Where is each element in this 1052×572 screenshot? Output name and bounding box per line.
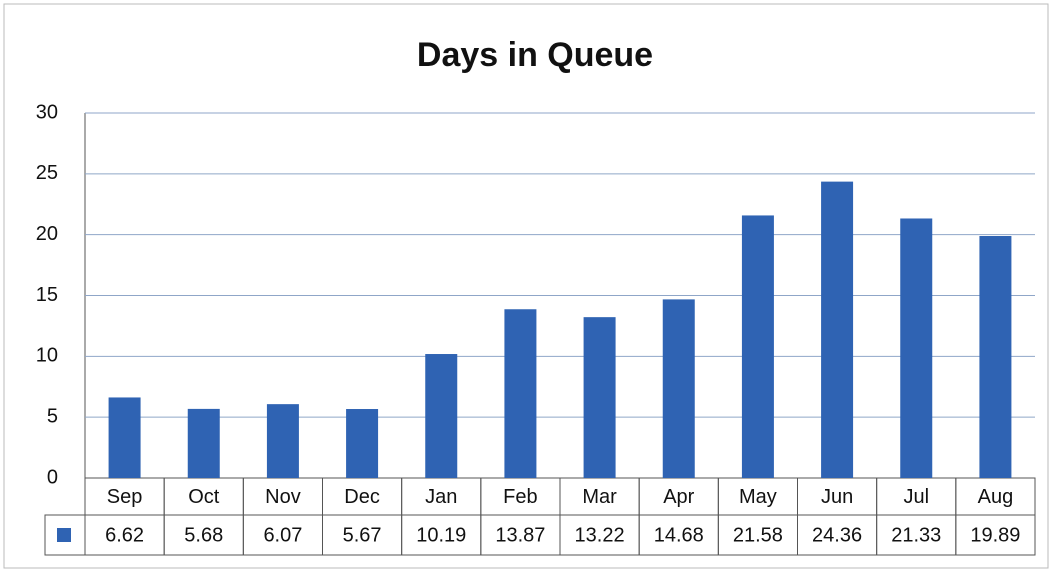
- y-tick-label: 10: [36, 345, 58, 367]
- x-tick-label: Nov: [265, 486, 301, 508]
- bar: [108, 397, 141, 478]
- x-tick-label: Mar: [582, 486, 617, 508]
- bar: [741, 215, 774, 478]
- bar: [900, 218, 933, 479]
- y-tick-label: 15: [36, 284, 58, 306]
- x-tick-label: Feb: [503, 486, 537, 508]
- chart-frame: [3, 3, 1049, 569]
- y-tick-label: 30: [36, 101, 58, 123]
- x-tick-label: Jun: [821, 486, 853, 508]
- x-tick-label: May: [739, 486, 777, 508]
- table-value: 5.68: [184, 524, 223, 546]
- x-tick-label: Aug: [978, 486, 1014, 508]
- table-value: 13.22: [575, 524, 625, 546]
- table-value: 5.67: [343, 524, 382, 546]
- table-value: 6.07: [263, 524, 302, 546]
- bar: [821, 181, 854, 478]
- bar: [266, 404, 299, 478]
- legend-key: [57, 528, 71, 542]
- table-value: 21.33: [891, 524, 941, 546]
- bar: [662, 299, 695, 478]
- x-tick-label: Jul: [903, 486, 929, 508]
- bar: [504, 309, 537, 478]
- x-tick-label: Sep: [107, 486, 143, 508]
- table-value: 13.87: [495, 524, 545, 546]
- y-tick-label: 25: [36, 162, 58, 184]
- x-tick-label: Apr: [663, 486, 694, 508]
- y-tick-label: 5: [47, 405, 58, 427]
- table-value: 6.62: [105, 524, 144, 546]
- table-value: 19.89: [970, 524, 1020, 546]
- table-value: 24.36: [812, 524, 862, 546]
- table-value: 14.68: [654, 524, 704, 546]
- x-tick-label: Dec: [344, 486, 380, 508]
- table-value: 10.19: [416, 524, 466, 546]
- table-value: 21.58: [733, 524, 783, 546]
- table-cell: [955, 514, 1036, 556]
- y-tick-label: 20: [36, 223, 58, 245]
- bar: [979, 236, 1012, 478]
- bar: [346, 409, 379, 478]
- chart-title: Days in Queue: [417, 36, 653, 74]
- x-tick-label: Oct: [188, 486, 220, 508]
- bar: [583, 317, 616, 478]
- bar: [187, 408, 220, 478]
- x-tick-label: Jan: [425, 486, 457, 508]
- bar: [425, 354, 458, 478]
- y-tick-label: 0: [47, 466, 58, 488]
